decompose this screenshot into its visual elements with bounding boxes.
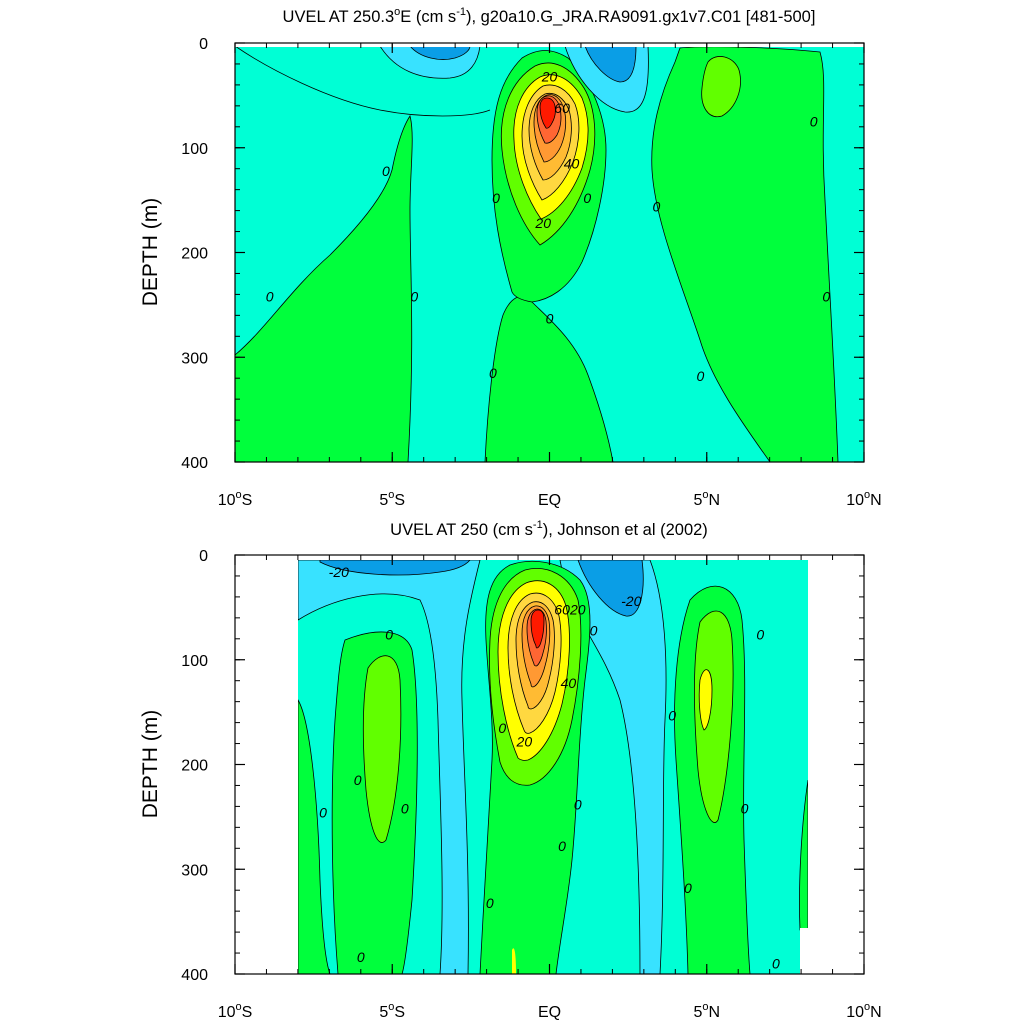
y-tick-label: 100 [181,141,208,158]
y-tick-label: 300 [181,350,208,367]
x-tick-label: EQ [538,492,561,509]
contour-label: 40 [561,675,577,691]
contour-label: 0 [583,190,591,206]
contour-label: 0 [319,805,327,821]
y-tick-label: 0 [199,548,208,565]
x-tick-label: 10oS [218,1001,253,1021]
band-0-10-obs-east-edge [799,779,809,931]
contour-label: 20 [541,69,558,85]
band-10-20-obs-west [362,655,402,843]
x-tick-label: 10oN [846,489,881,509]
band-neg20-neg10-obs-east [559,559,667,974]
contour-label: 0 [492,190,500,206]
y-tick-label: 200 [181,758,208,775]
y-tick-label: 0 [199,36,208,53]
contour-label: 40 [564,155,580,171]
x-tick-label: 5oN [693,1001,720,1021]
no-data-west [235,555,298,974]
band-0-10-obs-edge [297,698,331,974]
contour-label: 0 [590,622,598,638]
contour-label: 60 [554,601,570,617]
y-axis-label-obs: DEPTH (m) [139,710,162,819]
band-above-70-euc [539,97,556,129]
band-below-neg20-west [409,45,471,60]
contour-label: 0 [697,368,705,384]
contour-label: 0 [756,627,764,643]
contour-label: 0 [574,796,582,812]
contour-labels-model: 20 60 40 20 0 0 0 0 0 0 0 0 0 0 0 [266,69,831,385]
contour-field-model [235,43,864,462]
band-20-30-obs-east [698,669,713,731]
contour-label: 0 [772,956,780,972]
y-axis-label-model: DEPTH (m) [139,198,162,307]
band-10-20-obs-east [694,610,734,823]
x-tick-label: 5oN [693,489,720,509]
x-tick-label: 5oS [379,489,405,509]
contour-label: 0 [741,800,749,816]
contour-label: 0 [558,838,566,854]
contour-label: 0 [653,198,661,214]
contour-label: 0 [266,288,274,304]
y-tick-label: 100 [181,653,208,670]
y-tick-label: 400 [181,967,208,984]
contour-label: 0 [401,800,409,816]
contour-label: 0 [489,365,497,381]
band-20-30-obs-deep [512,948,516,974]
contour-label: 20 [516,733,533,749]
panel-obs: UVEL AT 250 (cm s-1), Johnson et al (200… [139,519,882,1021]
panel-model-title: UVEL AT 250.3oE (cm s-1), g20a10.G_JRA.R… [283,6,816,26]
x-tick-label: 10oS [218,489,253,509]
contour-label: 0 [354,772,362,788]
band-0-10-east [651,46,839,462]
contour-line-west-surface [235,45,491,117]
contour-label: 0 [385,627,393,643]
contour-label: 60 [554,100,570,116]
contour-label: 0 [822,288,830,304]
contour-label: -20 [621,593,641,609]
band-below-neg20-obs-east [577,559,644,617]
contour-label: 0 [810,114,818,130]
contour-label: 0 [684,880,692,896]
x-tick-label: 10oN [846,1001,881,1021]
y-tick-label: 200 [181,246,208,263]
contour-label: 20 [534,215,551,231]
panel-model: UVEL AT 250.3oE (cm s-1), g20a10.G_JRA.R… [139,6,882,509]
contour-label: 0 [410,288,418,304]
no-data-east-deep [800,928,810,974]
band-above-70-obs-euc [530,609,545,649]
band-0-10-west [235,115,413,462]
contour-label: 0 [486,895,494,911]
band-10-20-east [701,56,741,118]
contour-label: 0 [357,949,365,965]
band-neg20-neg10-obs-west [297,559,481,974]
panel-obs-title: UVEL AT 250 (cm s-1), Johnson et al (200… [390,519,708,539]
x-tick-label: EQ [538,1004,561,1021]
band-below-neg20-east [584,45,637,83]
x-tick-label: 5oS [379,1001,405,1021]
contour-label: 0 [498,720,506,736]
contour-label: 0 [382,163,390,179]
contour-label: 20 [569,601,586,617]
band-below-neg20-obs-west [319,559,471,576]
contour-label: 0 [668,707,676,723]
contour-field-obs [235,555,864,974]
contour-label: 0 [546,310,554,326]
y-tick-label: 400 [181,455,208,472]
contour-label: -20 [329,564,349,580]
y-tick-label: 300 [181,862,208,879]
